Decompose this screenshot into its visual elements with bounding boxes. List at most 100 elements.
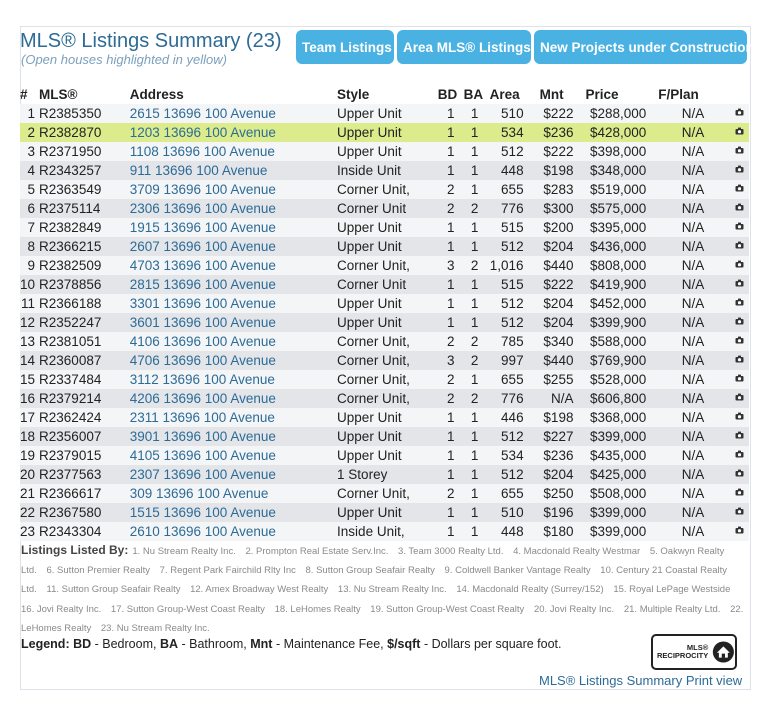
camera-icon[interactable]	[708, 142, 749, 161]
table-row[interactable]: 14 R2360087 4706 13696 100 Avenue Corner Un…	[20, 351, 749, 370]
cell-bd: 1	[437, 218, 464, 237]
camera-icon[interactable]	[708, 275, 749, 294]
legend-mnt-key: Mnt	[250, 637, 273, 651]
cell-style: Upper Unit	[337, 313, 438, 332]
address-link[interactable]: 2607 13696 100 Avenue	[129, 237, 338, 256]
address-link[interactable]: 2311 13696 100 Avenue	[129, 408, 338, 427]
camera-icon[interactable]	[708, 237, 749, 256]
camera-icon[interactable]	[708, 180, 749, 199]
cell-price: $368,000	[575, 408, 647, 427]
address-link[interactable]: 1915 13696 100 Avenue	[129, 218, 338, 237]
address-link[interactable]: 2307 13696 100 Avenue	[129, 465, 338, 484]
camera-icon[interactable]	[708, 427, 749, 446]
table-row[interactable]: 4 R2343257 911 13696 100 Avenue Inside Unit…	[20, 161, 749, 180]
table-row[interactable]: 17 R2362424 2311 13696 100 Avenue Upper Uni…	[20, 408, 749, 427]
cell-fplan: N/A	[646, 199, 709, 218]
table-row[interactable]: 13 R2381051 4106 13696 100 Avenue Corner Un…	[20, 332, 749, 351]
cell-style: 1 Storey	[337, 465, 438, 484]
camera-icon[interactable]	[708, 104, 749, 123]
table-row[interactable]: 15 R2337484 3112 13696 100 Avenue Corner Un…	[20, 370, 749, 389]
table-row[interactable]: 16 R2379214 4206 13696 100 Avenue Corner Un…	[20, 389, 749, 408]
address-link[interactable]: 4206 13696 100 Avenue	[129, 389, 338, 408]
camera-icon[interactable]	[708, 256, 749, 275]
address-link[interactable]: 911 13696 100 Avenue	[129, 161, 338, 180]
table-row[interactable]: 5 R2363549 3709 13696 100 Avenue Corner Uni…	[20, 180, 749, 199]
camera-icon[interactable]	[708, 503, 749, 522]
address-link[interactable]: 3709 13696 100 Avenue	[129, 180, 338, 199]
camera-icon[interactable]	[708, 123, 749, 142]
print-view-link[interactable]: MLS® Listings Summary Print view	[539, 673, 743, 688]
table-row[interactable]: 7 R2382849 1915 13696 100 Avenue Upper Unit…	[20, 218, 749, 237]
table-row[interactable]: 10 R2378856 2815 13696 100 Avenue Corner Un…	[20, 275, 749, 294]
address-link[interactable]: 2815 13696 100 Avenue	[129, 275, 338, 294]
camera-icon[interactable]	[708, 199, 749, 218]
legend-sqft-key: $/sqft	[387, 637, 421, 651]
camera-icon[interactable]	[708, 465, 749, 484]
camera-icon[interactable]	[708, 370, 749, 389]
camera-icon[interactable]	[708, 351, 749, 370]
cell-ba: 1	[463, 161, 486, 180]
address-link[interactable]: 3901 13696 100 Avenue	[129, 427, 338, 446]
table-row[interactable]: 2 R2382870 1203 13696 100 Avenue Upper Unit…	[20, 123, 749, 142]
table-row[interactable]: 9 R2382509 4703 13696 100 Avenue Corner Uni…	[20, 256, 749, 275]
camera-icon[interactable]	[708, 389, 749, 408]
address-link[interactable]: 1203 13696 100 Avenue	[129, 123, 338, 142]
listed-by-item: 16. Jovi Realty Inc.	[21, 603, 102, 615]
camera-icon[interactable]	[708, 446, 749, 465]
camera-icon[interactable]	[708, 522, 749, 541]
camera-icon[interactable]	[708, 408, 749, 427]
cell-mnt: $236	[525, 446, 576, 465]
cell-num: 16	[20, 389, 40, 408]
table-row[interactable]: 3 R2371950 1108 13696 100 Avenue Upper Unit…	[20, 142, 749, 161]
address-link[interactable]: 1108 13696 100 Avenue	[129, 142, 338, 161]
cell-area: 510	[485, 503, 526, 522]
table-row[interactable]: 8 R2366215 2607 13696 100 Avenue Upper Unit…	[20, 237, 749, 256]
new-projects-button[interactable]: New Projects under Construction ›	[534, 30, 761, 64]
cell-fplan: N/A	[646, 332, 709, 351]
cell-style: Upper Unit	[337, 446, 438, 465]
cell-price: $399,000	[575, 427, 647, 446]
cell-fplan: N/A	[646, 408, 709, 427]
camera-icon[interactable]	[708, 484, 749, 503]
address-link[interactable]: 3601 13696 100 Avenue	[129, 313, 338, 332]
address-link[interactable]: 1515 13696 100 Avenue	[129, 503, 338, 522]
table-row[interactable]: 19 R2379015 4105 13696 100 Avenue Upper Uni…	[20, 446, 749, 465]
table-row[interactable]: 21 R2366617 309 13696 100 Avenue Corner Uni…	[20, 484, 749, 503]
camera-icon[interactable]	[708, 332, 749, 351]
team-listings-button[interactable]: Team Listings›	[296, 30, 399, 64]
address-link[interactable]: 4105 13696 100 Avenue	[129, 446, 338, 465]
address-link[interactable]: 2306 13696 100 Avenue	[129, 199, 338, 218]
table-row[interactable]: 20 R2377563 2307 13696 100 Avenue 1 Storey 1…	[20, 465, 749, 484]
cell-mnt: $283	[525, 180, 576, 199]
camera-icon[interactable]	[708, 161, 749, 180]
camera-icon[interactable]	[708, 313, 749, 332]
address-link[interactable]: 309 13696 100 Avenue	[129, 484, 338, 503]
address-link[interactable]: 4703 13696 100 Avenue	[129, 256, 338, 275]
camera-icon[interactable]	[708, 294, 749, 313]
address-link[interactable]: 2610 13696 100 Avenue	[129, 522, 338, 541]
cell-area: 515	[485, 218, 526, 237]
table-row[interactable]: 23 R2343304 2610 13696 100 Avenue Inside Un…	[20, 522, 749, 541]
table-row[interactable]: 6 R2375114 2306 13696 100 Avenue Corner Uni…	[20, 199, 749, 218]
listed-by-item: 1. Nu Stream Realty Inc.	[132, 546, 236, 557]
address-link[interactable]: 2615 13696 100 Avenue	[129, 104, 338, 123]
cell-mnt: $204	[525, 313, 576, 332]
table-row[interactable]: 11 R2366188 3301 13696 100 Avenue Upper Uni…	[20, 294, 749, 313]
area-listings-button[interactable]: Area MLS® Listings›	[397, 30, 538, 64]
cell-mnt: $300	[525, 199, 576, 218]
address-link[interactable]: 4706 13696 100 Avenue	[129, 351, 338, 370]
address-link[interactable]: 4106 13696 100 Avenue	[129, 332, 338, 351]
cell-num: 9	[20, 256, 40, 275]
cell-mls: R2366215	[39, 237, 130, 256]
table-row[interactable]: 12 R2352247 3601 13696 100 Avenue Upper Uni…	[20, 313, 749, 332]
camera-icon[interactable]	[708, 218, 749, 237]
col-header-style: Style	[337, 87, 370, 102]
address-link[interactable]: 3301 13696 100 Avenue	[129, 294, 338, 313]
cell-mnt: $222	[525, 142, 576, 161]
cell-price: $428,000	[575, 123, 647, 142]
address-link[interactable]: 3112 13696 100 Avenue	[129, 370, 338, 389]
table-row[interactable]: 18 R2356007 3901 13696 100 Avenue Upper Uni…	[20, 427, 749, 446]
table-row[interactable]: 22 R2367580 1515 13696 100 Avenue Upper Uni…	[20, 503, 749, 522]
cell-style: Corner Unit,	[337, 370, 438, 389]
table-row[interactable]: 1 R2385350 2615 13696 100 Avenue Upper Unit…	[20, 104, 749, 123]
